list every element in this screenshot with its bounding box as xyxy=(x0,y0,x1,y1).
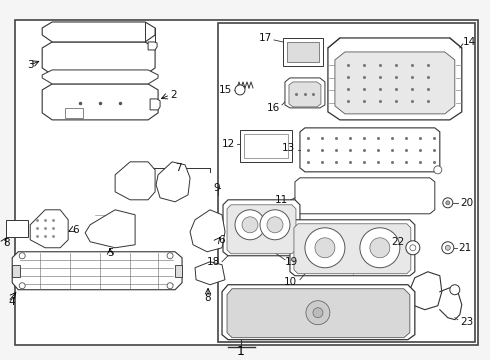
Polygon shape xyxy=(42,22,155,42)
Text: 1: 1 xyxy=(237,345,245,358)
Polygon shape xyxy=(148,42,157,50)
Circle shape xyxy=(242,217,258,233)
Polygon shape xyxy=(156,162,190,202)
Polygon shape xyxy=(294,224,411,274)
Polygon shape xyxy=(222,285,415,340)
Circle shape xyxy=(19,283,25,289)
Circle shape xyxy=(434,166,442,174)
Circle shape xyxy=(19,253,25,259)
Text: 15: 15 xyxy=(219,85,232,95)
Polygon shape xyxy=(295,178,435,214)
Text: 23: 23 xyxy=(460,317,473,327)
Text: 22: 22 xyxy=(392,237,405,247)
Text: 8: 8 xyxy=(205,293,211,303)
Text: 8: 8 xyxy=(3,238,10,248)
Bar xyxy=(218,23,475,342)
Text: 12: 12 xyxy=(222,139,235,149)
Text: 20: 20 xyxy=(460,198,473,208)
Text: 18: 18 xyxy=(207,257,220,267)
Polygon shape xyxy=(12,265,20,277)
Circle shape xyxy=(167,283,173,289)
Text: 2: 2 xyxy=(170,90,177,100)
Text: 21: 21 xyxy=(458,243,471,253)
Circle shape xyxy=(442,242,454,254)
Polygon shape xyxy=(300,128,440,172)
Text: 11: 11 xyxy=(275,195,288,205)
Circle shape xyxy=(450,285,460,295)
Polygon shape xyxy=(227,205,296,254)
Bar xyxy=(244,134,288,158)
Polygon shape xyxy=(115,162,155,200)
Polygon shape xyxy=(30,210,68,248)
Text: 3: 3 xyxy=(27,60,33,70)
Polygon shape xyxy=(223,200,300,256)
Polygon shape xyxy=(150,99,160,110)
Text: 7: 7 xyxy=(175,163,181,173)
Polygon shape xyxy=(12,252,182,290)
Polygon shape xyxy=(285,78,325,108)
Text: 5: 5 xyxy=(107,248,114,258)
Polygon shape xyxy=(328,38,462,120)
Polygon shape xyxy=(289,82,321,107)
Bar xyxy=(283,38,323,66)
Text: 13: 13 xyxy=(282,143,295,153)
Polygon shape xyxy=(290,220,415,276)
Circle shape xyxy=(235,210,265,240)
Text: 16: 16 xyxy=(267,103,280,113)
Polygon shape xyxy=(227,289,410,338)
Text: 6: 6 xyxy=(72,225,79,235)
Circle shape xyxy=(443,198,453,208)
Circle shape xyxy=(406,241,420,255)
Circle shape xyxy=(370,238,390,258)
Text: 19: 19 xyxy=(285,257,298,267)
Polygon shape xyxy=(195,262,225,285)
Bar xyxy=(240,130,292,162)
Text: 14: 14 xyxy=(463,37,476,47)
Circle shape xyxy=(306,301,330,325)
Polygon shape xyxy=(175,265,182,277)
Circle shape xyxy=(313,308,323,318)
Circle shape xyxy=(445,245,450,250)
Circle shape xyxy=(360,228,400,268)
Polygon shape xyxy=(190,210,225,252)
Circle shape xyxy=(446,201,450,205)
Polygon shape xyxy=(42,42,155,75)
Polygon shape xyxy=(85,210,135,248)
Circle shape xyxy=(305,228,345,268)
Polygon shape xyxy=(42,84,158,120)
Circle shape xyxy=(167,253,173,259)
Circle shape xyxy=(235,85,245,95)
Circle shape xyxy=(410,245,416,251)
Text: 10: 10 xyxy=(284,277,297,287)
Text: 9: 9 xyxy=(214,183,220,193)
Circle shape xyxy=(260,210,290,240)
Circle shape xyxy=(267,217,283,233)
Text: 4: 4 xyxy=(8,297,15,307)
Bar xyxy=(287,42,319,62)
Polygon shape xyxy=(6,220,28,237)
Bar xyxy=(65,108,83,118)
Text: 6: 6 xyxy=(218,235,224,245)
Polygon shape xyxy=(410,272,442,310)
Polygon shape xyxy=(42,70,158,84)
Circle shape xyxy=(315,238,335,258)
Text: 17: 17 xyxy=(259,33,272,43)
Polygon shape xyxy=(335,52,455,114)
